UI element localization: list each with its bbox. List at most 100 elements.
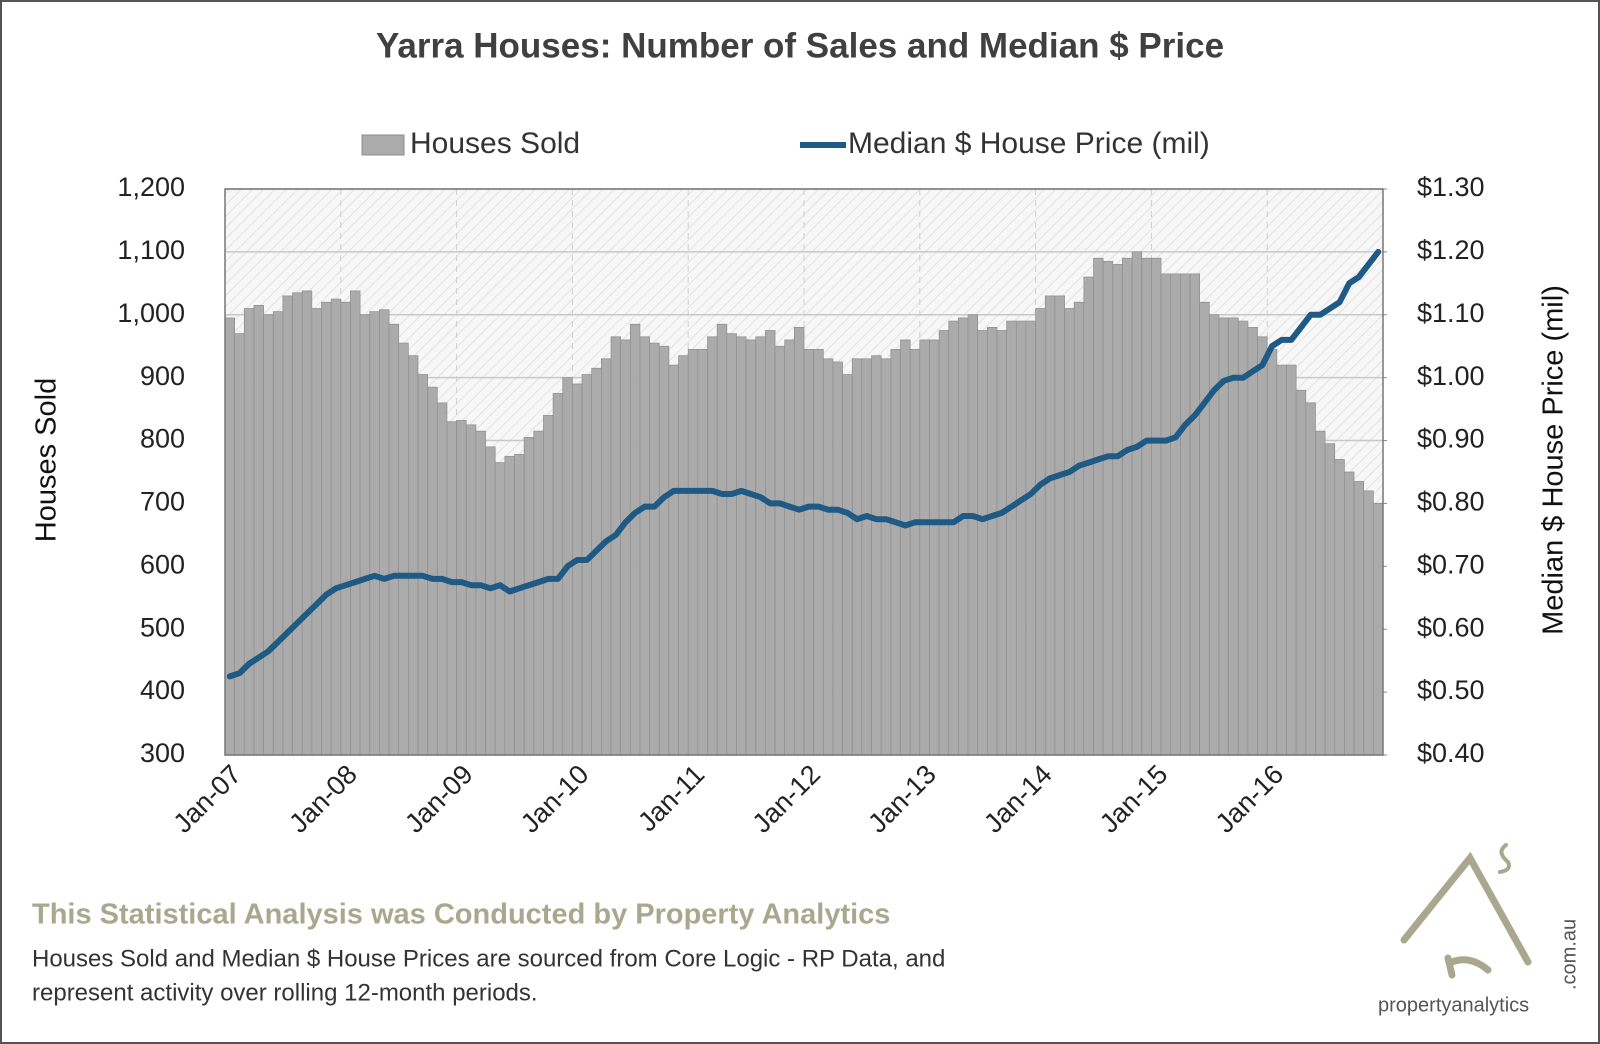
bar bbox=[996, 330, 1007, 756]
bar bbox=[629, 323, 641, 756]
bar bbox=[1295, 389, 1307, 756]
bar bbox=[919, 339, 930, 756]
bar bbox=[485, 446, 496, 756]
bar bbox=[1276, 364, 1287, 756]
chart-title: Yarra Houses: Number of Sales and Median… bbox=[376, 26, 1224, 65]
logo bbox=[1400, 843, 1532, 979]
y2-axis-label: Median $ House Price (mil) bbox=[1538, 285, 1570, 635]
bar bbox=[948, 320, 959, 756]
bar bbox=[832, 361, 843, 756]
bar bbox=[784, 339, 795, 756]
logo-mark bbox=[1400, 851, 1532, 966]
bar bbox=[842, 374, 853, 756]
legend-swatch bbox=[361, 134, 405, 156]
y2-tick-label: $0.80 bbox=[1417, 487, 1485, 517]
y2-tick-label: $1.30 bbox=[1417, 172, 1485, 202]
bar bbox=[1151, 257, 1162, 756]
bar bbox=[774, 345, 786, 756]
bar bbox=[1025, 320, 1036, 756]
bar bbox=[1315, 430, 1326, 756]
bar bbox=[1160, 273, 1172, 756]
bar bbox=[967, 314, 979, 756]
y2-tick-label: $0.90 bbox=[1417, 424, 1485, 454]
bar bbox=[958, 317, 969, 756]
bar bbox=[707, 336, 718, 756]
bar bbox=[1266, 349, 1278, 756]
bar bbox=[822, 358, 834, 756]
logo-name: propertyanalytics bbox=[1378, 994, 1529, 1016]
bar bbox=[1044, 295, 1056, 756]
bar bbox=[224, 317, 235, 756]
bar bbox=[494, 462, 506, 756]
logo-mark bbox=[1444, 954, 1492, 979]
y2-tick-label: $1.10 bbox=[1417, 298, 1485, 328]
bar bbox=[803, 349, 814, 756]
bar bbox=[813, 349, 824, 756]
bar bbox=[1247, 327, 1258, 756]
bar bbox=[350, 290, 361, 756]
bar bbox=[1179, 273, 1191, 756]
bar bbox=[755, 336, 766, 756]
bar bbox=[514, 454, 525, 756]
bar bbox=[253, 304, 264, 756]
logo-mark bbox=[1498, 843, 1511, 874]
bar bbox=[1353, 481, 1365, 756]
bar bbox=[716, 323, 728, 756]
bar bbox=[1305, 402, 1316, 756]
bar bbox=[1199, 301, 1210, 756]
bar bbox=[321, 301, 332, 756]
bar bbox=[938, 330, 950, 756]
bar bbox=[379, 309, 390, 756]
bar bbox=[880, 358, 892, 756]
bar bbox=[1344, 471, 1355, 756]
bar bbox=[929, 339, 940, 756]
bar bbox=[765, 330, 776, 756]
bar bbox=[861, 358, 872, 756]
y-axis-label: Houses Sold bbox=[31, 378, 63, 542]
bar bbox=[890, 349, 901, 756]
bar bbox=[610, 336, 621, 756]
bar bbox=[600, 358, 612, 756]
y-tick-label: 1,100 bbox=[117, 235, 185, 265]
bar bbox=[417, 374, 428, 756]
bar bbox=[523, 437, 535, 756]
y2-tick-label: $0.40 bbox=[1417, 738, 1485, 768]
bar bbox=[1334, 459, 1345, 756]
bar bbox=[572, 383, 583, 756]
y2-tick-label: $0.70 bbox=[1417, 549, 1485, 579]
bar bbox=[1083, 276, 1094, 756]
logo-domain: .com.au bbox=[1558, 919, 1580, 990]
bar bbox=[465, 424, 477, 756]
bar bbox=[1372, 503, 1384, 756]
legend-label: Houses Sold bbox=[410, 127, 580, 160]
bar bbox=[1006, 320, 1017, 756]
y-tick-label: 1,200 bbox=[117, 172, 185, 202]
bar bbox=[745, 339, 757, 756]
bar bbox=[793, 327, 805, 756]
y-tick-label: 1,000 bbox=[117, 298, 185, 328]
bar bbox=[243, 308, 255, 756]
bar bbox=[871, 355, 882, 756]
bar bbox=[668, 364, 679, 756]
bar bbox=[591, 367, 602, 756]
bar bbox=[1237, 320, 1249, 756]
bar bbox=[504, 455, 515, 756]
y2-tick-label: $0.60 bbox=[1417, 612, 1485, 642]
bar bbox=[1324, 443, 1336, 756]
bar bbox=[1015, 320, 1027, 756]
y-tick-label: 400 bbox=[140, 675, 185, 705]
bar bbox=[1064, 308, 1075, 756]
bar bbox=[427, 386, 438, 756]
y2-tick-label: $1.00 bbox=[1417, 361, 1485, 391]
bar bbox=[1189, 273, 1200, 756]
bar bbox=[398, 342, 409, 756]
plot-border bbox=[224, 188, 1384, 756]
bar bbox=[292, 292, 303, 756]
bar bbox=[697, 349, 708, 756]
y-tick-label: 500 bbox=[140, 612, 185, 642]
y-tick-label: 700 bbox=[140, 487, 185, 517]
bar bbox=[900, 339, 911, 756]
bar bbox=[1112, 264, 1123, 756]
bar bbox=[658, 345, 670, 756]
